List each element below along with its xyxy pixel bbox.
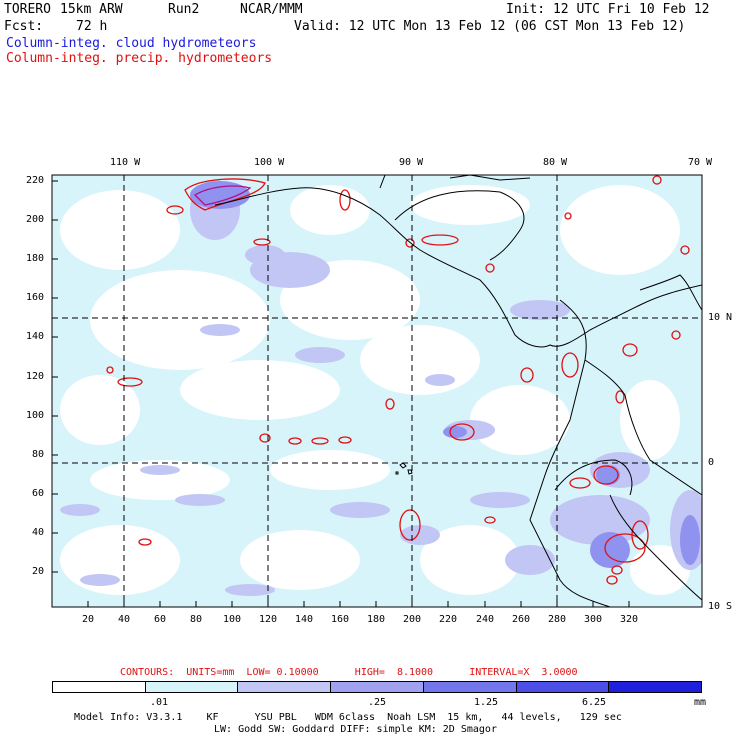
x-tick-label: 100	[223, 614, 242, 625]
map-frame	[51, 174, 703, 608]
fcst-value: 72 h	[76, 19, 108, 34]
lon-label-100w: 100 W	[254, 157, 285, 168]
lon-label-110w: 110 W	[110, 157, 141, 168]
legend-swatch	[53, 682, 146, 692]
x-tick-label: 220	[439, 614, 458, 625]
cloud-field-label: Column-integ. cloud hydrometeors	[6, 36, 257, 51]
legend-swatch	[516, 682, 610, 692]
lat-label-10s: 10 S	[708, 601, 733, 612]
x-tick-label: 320	[620, 614, 639, 625]
color-legend	[52, 681, 702, 693]
contours-info: CONTOURS: UNITS=mm LOW= 0.10000 HIGH= 8.…	[120, 667, 578, 678]
y-tick-label: 120	[26, 371, 45, 382]
model-name: TORERO	[4, 2, 51, 17]
model-info-line2: LW: Godd SW: Goddard DIFF: simple KM: 2D…	[214, 724, 497, 735]
legend-label: 1.25	[474, 697, 499, 708]
init-time: Init: 12 UTC Fri 10 Feb 12	[506, 2, 710, 17]
fcst-label: Fcst:	[4, 19, 44, 34]
lat-label-0: 0	[708, 457, 715, 468]
legend-swatch	[423, 682, 517, 692]
x-tick-label: 160	[331, 614, 350, 625]
y-tick-label: 40	[32, 527, 45, 538]
legend-label: .01	[150, 697, 169, 708]
clear-areas	[60, 185, 690, 595]
y-tick-label: 220	[26, 175, 45, 186]
resolution: 15km ARW	[60, 2, 123, 17]
lat-lon-grid	[52, 175, 702, 607]
x-tick-label: 120	[259, 614, 278, 625]
x-tick-label: 60	[154, 614, 167, 625]
legend-swatch	[609, 682, 702, 692]
precip-field-label: Column-integ. precip. hydrometeors	[6, 51, 273, 66]
y-tick-label: 100	[26, 410, 45, 421]
run-label: Run2	[168, 2, 200, 17]
y-tick-label: 80	[32, 449, 45, 460]
coastlines	[214, 175, 702, 607]
x-tick-label: 40	[118, 614, 131, 625]
y-tick-label: 200	[26, 214, 45, 225]
x-tick-label: 300	[584, 614, 603, 625]
lon-label-90w: 90 W	[399, 157, 424, 168]
legend-unit: mm	[694, 697, 707, 708]
legend-swatch	[238, 682, 332, 692]
x-tick-label: 260	[512, 614, 531, 625]
y-tick-label: 180	[26, 253, 45, 264]
x-tick-label: 180	[367, 614, 386, 625]
org-label: NCAR/MMM	[240, 2, 303, 17]
x-tick-label: 20	[82, 614, 95, 625]
lat-label-10n: 10 N	[708, 312, 733, 323]
y-tick-label: 160	[26, 292, 45, 303]
x-tick-label: 140	[295, 614, 314, 625]
legend-swatch	[331, 682, 424, 692]
x-tick-label: 80	[190, 614, 203, 625]
cloud-patches-dark	[190, 181, 700, 568]
precip-contours	[106, 175, 690, 585]
legend-label: 6.25	[582, 697, 607, 708]
x-tick-label: 280	[548, 614, 567, 625]
y-tick-label: 60	[32, 488, 45, 499]
x-tick-label: 240	[476, 614, 495, 625]
legend-label: .25	[368, 697, 387, 708]
y-tick-label: 20	[32, 566, 45, 577]
y-axis-ticks	[52, 180, 58, 573]
lon-label-70w: 70 W	[688, 157, 713, 168]
x-tick-label: 200	[403, 614, 422, 625]
valid-time: Valid: 12 UTC Mon 13 Feb 12 (06 CST Mon …	[294, 19, 686, 34]
x-axis-ticks	[87, 601, 630, 607]
model-info-line1: Model Info: V3.3.1 KF YSU PBL WDM 6class…	[74, 712, 622, 723]
legend-swatch	[145, 682, 239, 692]
lon-label-80w: 80 W	[543, 157, 568, 168]
y-tick-label: 140	[26, 331, 45, 342]
